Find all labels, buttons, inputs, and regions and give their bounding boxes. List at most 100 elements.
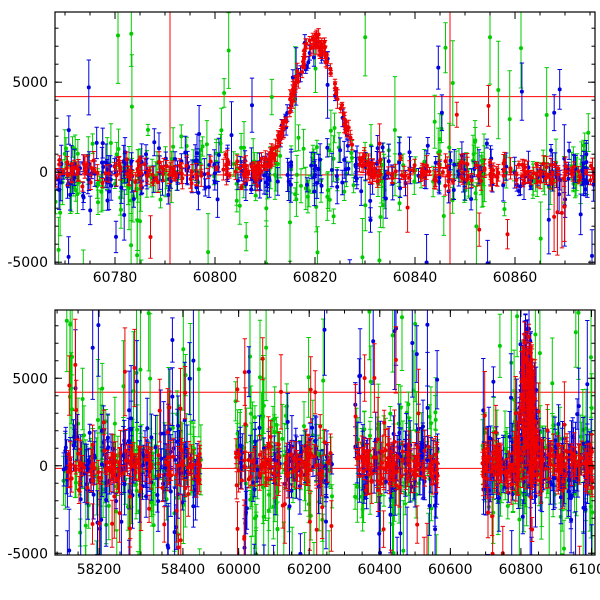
red-point <box>234 455 239 460</box>
red-point <box>166 455 170 460</box>
red-point <box>477 227 482 232</box>
red-point <box>157 160 162 164</box>
green-point <box>360 507 365 512</box>
red-point <box>527 174 532 179</box>
red-point <box>481 448 486 453</box>
blue-point <box>451 188 456 192</box>
green-point <box>327 583 331 587</box>
blue-point <box>65 587 69 591</box>
red-point <box>556 478 561 483</box>
green-point <box>450 81 455 85</box>
blue-point <box>507 434 512 439</box>
green-point <box>222 91 227 95</box>
red-point <box>525 416 530 421</box>
green-point <box>127 186 131 191</box>
red-point <box>411 168 416 173</box>
green-point <box>252 415 257 420</box>
red-point <box>114 173 119 178</box>
blue-point <box>433 527 438 532</box>
red-point <box>366 461 371 466</box>
green-point <box>260 416 265 421</box>
red-point <box>147 506 152 511</box>
green-point <box>226 48 231 53</box>
red-point <box>154 176 158 181</box>
red-point <box>502 158 507 163</box>
red-point <box>531 419 536 424</box>
red-point <box>397 485 402 490</box>
red-point <box>318 424 323 429</box>
red-point <box>539 171 544 176</box>
blue-point <box>338 148 343 153</box>
red-point <box>283 460 288 465</box>
blue-point <box>375 146 380 151</box>
red-point <box>559 210 564 215</box>
blue-point <box>155 493 160 497</box>
red-point <box>237 452 242 457</box>
red-point <box>522 340 527 345</box>
green-point <box>325 194 330 199</box>
red-point <box>515 452 520 456</box>
red-point <box>177 163 182 168</box>
red-point <box>559 452 564 457</box>
red-point <box>105 460 110 465</box>
red-point <box>323 45 327 50</box>
red-point <box>428 463 433 468</box>
red-point <box>376 174 381 178</box>
blue-point <box>288 182 293 187</box>
red-point <box>525 169 530 174</box>
green-point <box>441 214 446 218</box>
red-point <box>78 463 83 468</box>
red-point <box>186 492 191 496</box>
blue-point <box>289 163 294 168</box>
red-point <box>409 468 413 473</box>
blue-point <box>585 382 590 387</box>
green-point <box>301 146 306 151</box>
red-point <box>530 364 534 369</box>
green-point <box>538 236 543 241</box>
red-point <box>199 173 204 178</box>
green-point <box>206 250 211 255</box>
red-point <box>529 474 534 479</box>
blue-point <box>251 480 256 485</box>
red-point <box>269 155 274 160</box>
blue-point <box>170 394 175 399</box>
blue-point <box>262 173 267 178</box>
red-point <box>578 175 583 180</box>
green-point <box>114 152 119 157</box>
red-point <box>143 457 148 462</box>
red-point <box>568 168 573 173</box>
blue-point <box>170 338 175 342</box>
red-point <box>323 60 328 65</box>
blue-point <box>88 208 93 213</box>
blue-point <box>583 187 588 192</box>
red-point <box>521 447 526 452</box>
green-point <box>62 151 67 156</box>
blue-point <box>289 444 294 449</box>
red-point <box>304 41 309 46</box>
top-series-red <box>55 28 595 259</box>
red-point <box>370 471 374 476</box>
red-point <box>528 378 533 383</box>
green-point <box>83 523 88 528</box>
blue-point <box>99 517 104 522</box>
blue-point <box>140 463 145 468</box>
red-point <box>395 455 400 459</box>
red-point <box>100 181 105 185</box>
red-point <box>516 455 521 460</box>
red-point <box>55 175 58 180</box>
red-point <box>414 454 419 459</box>
green-point <box>181 347 186 352</box>
red-point <box>482 166 487 171</box>
red-point <box>174 508 179 513</box>
red-point <box>289 101 294 106</box>
green-point <box>432 119 437 124</box>
red-point <box>148 235 153 239</box>
red-point <box>535 179 540 184</box>
blue-point <box>216 153 221 157</box>
red-point <box>520 476 525 481</box>
red-point <box>525 356 529 361</box>
red-point <box>519 392 524 397</box>
blue-point <box>72 175 77 180</box>
red-point <box>162 522 167 527</box>
red-point <box>322 39 327 44</box>
